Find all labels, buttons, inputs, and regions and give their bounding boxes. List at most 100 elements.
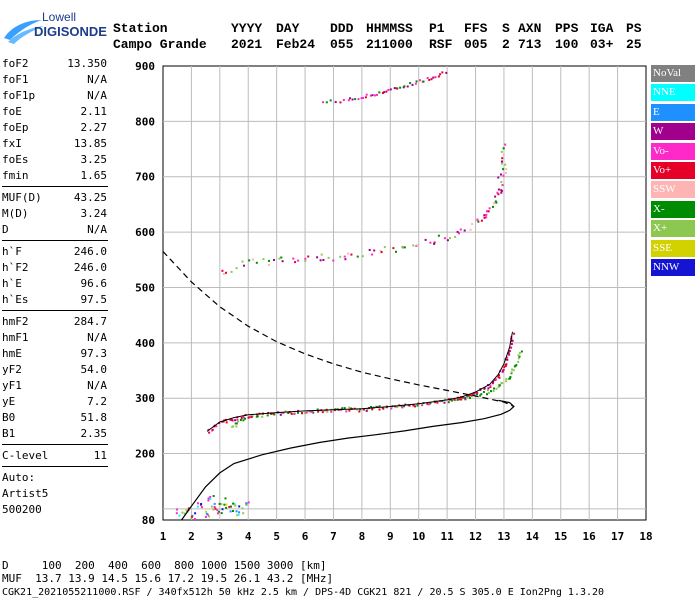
- x-tick-label: 10: [412, 530, 425, 543]
- o-mode-echo: [211, 428, 214, 431]
- o-mode-echo: [330, 410, 333, 413]
- second-hop-echo: [458, 232, 460, 235]
- third-hop-echo: [351, 98, 354, 101]
- o-mode-echo: [494, 378, 497, 381]
- legend-item-ssw: SSW: [651, 181, 695, 199]
- es-echo: [200, 503, 203, 505]
- x-mode-echo: [378, 405, 381, 408]
- hdr-label-day: DAY: [276, 21, 300, 36]
- x-mode-echo: [518, 355, 521, 358]
- param-row: foF2 13.350: [0, 56, 110, 72]
- x-mode-echo: [509, 376, 512, 378]
- hdr-value-yyyy: 2021: [231, 37, 263, 52]
- third-hop-echo: [364, 96, 367, 99]
- third-hop-echo: [349, 97, 351, 100]
- es-echo: [212, 508, 215, 511]
- o-mode-echo: [272, 412, 275, 415]
- param-divider: [2, 310, 108, 311]
- x-mode-echo: [366, 408, 369, 411]
- param-name: fmin: [2, 169, 29, 182]
- o-mode-echo: [503, 366, 506, 368]
- x-mode-echo: [501, 382, 504, 385]
- param-row: fmin 1.65: [0, 168, 110, 184]
- o-mode-echo: [376, 406, 379, 408]
- es-echo: [209, 496, 212, 498]
- second-hop-echo: [248, 259, 251, 262]
- param-row: yE 7.2: [0, 394, 110, 410]
- param-value: N/A: [87, 73, 107, 86]
- second-hop-echo: [483, 216, 486, 219]
- x-mode-echo: [472, 393, 475, 396]
- es-echo: [181, 511, 184, 514]
- hdr-value-day: Feb24: [276, 37, 316, 52]
- second-hop-echo: [456, 230, 459, 233]
- es-echo: [187, 507, 190, 510]
- param-name: foF1p: [2, 89, 36, 102]
- x-mode-echo: [326, 410, 329, 413]
- x-mode-echo: [492, 390, 495, 392]
- x-mode-echo: [231, 425, 234, 428]
- o-mode-echo: [460, 398, 463, 401]
- o-mode-echo: [472, 392, 475, 395]
- second-hop-echo: [502, 153, 505, 156]
- param-value: 13.350: [67, 57, 107, 70]
- logo-text-lowell: Lowell: [42, 10, 76, 24]
- es-echo: [235, 510, 238, 513]
- second-hop-echo: [230, 270, 233, 273]
- x-mode-echo: [512, 369, 515, 372]
- third-hop-echo: [387, 89, 390, 91]
- second-hop-echo: [497, 188, 500, 191]
- param-name: yF2: [2, 363, 22, 376]
- param-name: MUF(D): [2, 191, 42, 204]
- o-mode-echo: [317, 410, 320, 413]
- es-echo: [228, 505, 231, 508]
- o-mode-echo: [365, 409, 368, 412]
- second-hop-echo: [235, 267, 238, 270]
- footer-distance-row: D 100 200 400 600 800 1000 1500 3000 [km…: [2, 559, 327, 572]
- param-value: 11: [93, 449, 107, 462]
- second-hop-echo: [222, 272, 225, 275]
- third-hop-echo: [437, 75, 440, 78]
- param-value: 43.25: [73, 191, 107, 204]
- es-echo: [245, 502, 248, 505]
- footer-file-info: CGK21_2021055211000.RSF / 340fx512h 50 k…: [2, 587, 605, 598]
- legend-item-e: E: [651, 103, 695, 121]
- o-mode-echo: [464, 397, 467, 400]
- y-tick-label: 800: [135, 115, 155, 128]
- third-hop-echo: [393, 87, 396, 90]
- x-mode-echo: [235, 422, 238, 425]
- second-hop-echo: [454, 235, 457, 238]
- o-mode-echo: [311, 410, 313, 413]
- second-hop-echo: [494, 195, 497, 198]
- third-hop-echo: [389, 88, 392, 91]
- second-hop-echo: [501, 160, 503, 163]
- x-mode-echo: [513, 365, 516, 368]
- second-hop-echo: [225, 271, 227, 274]
- param-value: 2.27: [80, 121, 108, 134]
- third-hop-echo: [362, 97, 364, 99]
- es-echo: [247, 501, 250, 504]
- param-value: 246.0: [73, 245, 107, 258]
- param-name: h`E: [2, 277, 22, 290]
- third-hop-echo: [342, 99, 345, 101]
- param-row-clevel: C-level 11: [0, 448, 110, 464]
- o-mode-echo: [507, 351, 510, 354]
- es-echo: [220, 512, 223, 515]
- es-echo: [213, 506, 216, 508]
- second-hop-echo: [281, 260, 284, 263]
- param-name: h`F2: [2, 261, 29, 274]
- second-hop-echo: [373, 249, 376, 252]
- o-mode-echo: [348, 409, 351, 412]
- param-value: 97.3: [80, 347, 108, 360]
- param-value: 1.65: [80, 169, 108, 182]
- x-tick-label: 17: [611, 530, 624, 543]
- param-row: h`F 246.0: [0, 244, 110, 260]
- o-mode-echo: [279, 413, 282, 416]
- legend-item-vo-plus: Vo+: [651, 161, 695, 179]
- o-mode-echo: [305, 411, 308, 414]
- second-hop-echo: [307, 255, 310, 258]
- second-hop-echo: [471, 223, 474, 225]
- third-hop-echo: [406, 85, 409, 88]
- o-mode-echo: [453, 398, 456, 401]
- o-mode-echo: [505, 363, 508, 366]
